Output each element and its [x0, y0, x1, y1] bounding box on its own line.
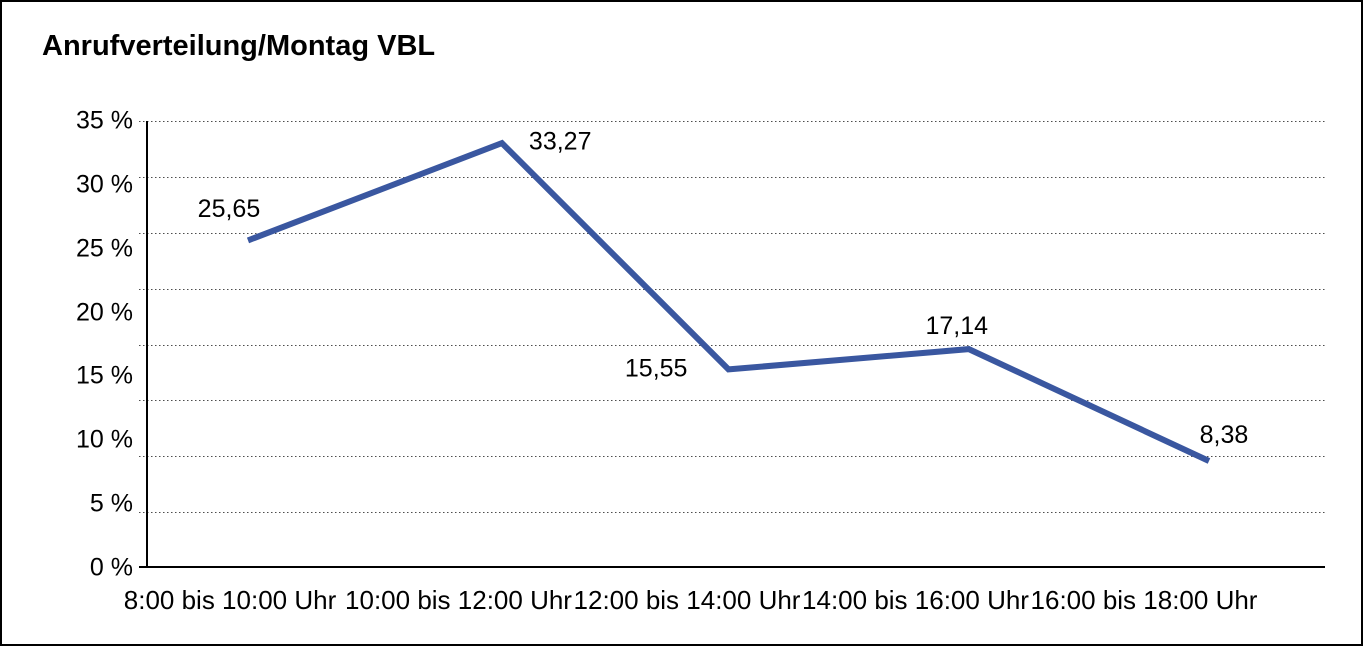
x-axis-category-label: 12:00 bis 14:00 Uhr [573, 585, 801, 615]
y-axis-tick-label: 35 % [76, 106, 133, 135]
y-axis-tick-label: 5 % [89, 489, 133, 518]
chart-title: Anrufverteilung/Montag VBL [42, 30, 436, 62]
h-gridline [139, 400, 1325, 402]
y-axis-tick-label: 10 % [76, 425, 133, 454]
h-gridline [139, 456, 1325, 458]
data-point-label: 8,38 [1199, 420, 1249, 449]
h-gridline [139, 288, 1325, 290]
data-line [246, 139, 1211, 464]
y-axis-tick-label: 20 % [76, 298, 133, 327]
h-gridline [139, 232, 1325, 234]
data-point-label: 17,14 [925, 312, 989, 341]
y-axis-line [146, 121, 148, 568]
h-gridline [139, 121, 1325, 122]
x-axis-line [139, 566, 1325, 568]
data-point-label: 15,55 [624, 354, 688, 383]
h-gridline [139, 512, 1325, 514]
y-axis-tick-label: 15 % [76, 361, 133, 390]
h-gridline [139, 344, 1325, 346]
data-point-label: 33,27 [528, 127, 592, 156]
x-axis-category-label: 14:00 bis 16:00 Uhr [802, 585, 1029, 615]
y-axis-tick-label: 25 % [76, 234, 133, 263]
x-axis-category-label: 10:00 bis 12:00 Uhr [345, 585, 572, 615]
y-axis-tick-label: 0 % [89, 553, 133, 582]
x-axis-category-label: 8:00 bis 10:00 Uhr [123, 585, 337, 615]
y-axis-tick-label: 30 % [76, 170, 133, 199]
x-axis-category-label: 16:00 bis 18:00 Uhr [1030, 585, 1258, 615]
h-gridline [139, 176, 1325, 178]
data-point-label: 25,65 [197, 195, 261, 224]
